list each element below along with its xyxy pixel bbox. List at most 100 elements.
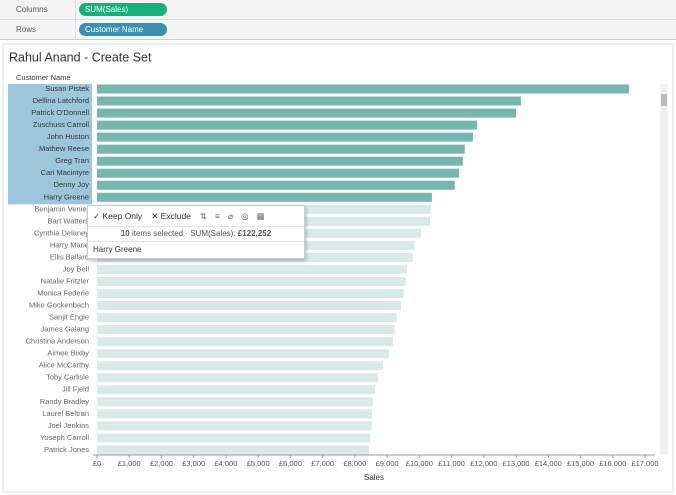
selected-text: items selected [131,229,184,238]
selection-highlight [8,84,92,205]
bar [97,349,390,359]
keep-only-text[interactable]: Keep Only [102,210,143,221]
selected-count: 10 [120,229,130,238]
x-tick-label: £9,000 [376,459,399,468]
y-tick-label: Susan Pistek [45,84,89,93]
y-tick-label: Aimee Bixby [47,349,89,358]
x-tick-label: £16,000 [599,459,626,468]
x-axis-title: Sales [364,473,384,482]
x-tick-label: £15,000 [567,459,594,468]
y-tick-label: Mike Gockenbach [29,301,89,310]
y-tick-label: Randy Bradley [40,397,89,406]
chart-title: Rahul Anand - Create Set [9,50,152,64]
exclude-text[interactable]: Exclude [160,210,191,221]
bar [97,264,408,274]
y-tick-label: Patrick O'Donnell [31,108,89,117]
x-tick-label: £5,000 [247,459,270,468]
bar [97,276,406,286]
bar [97,385,375,395]
sum-label: SUM(Sales): [190,229,236,238]
y-tick-label: Natalie Fritzler [41,276,90,285]
row-header: Customer Name [16,73,71,82]
y-tick-label: Harry Marie [50,240,89,249]
x-tick-label: £12,000 [470,459,497,468]
y-tick-label: Laurel Beltran [42,409,89,418]
y-tick-label: James Galang [41,325,89,334]
bar [97,120,478,130]
y-tick-label: Ellis Ballard [50,252,89,261]
tooltip-toolbar: ✓ Keep Only ✕ Exclude ⇅≡⌀◎▦ [88,206,304,227]
tooltip-summary: 10 items selected · SUM(Sales): £122,252 [88,227,304,242]
y-tick-label: Christina Anderson [26,337,89,346]
x-tick-label: £13,000 [502,459,529,468]
selection-tooltip: ✓ Keep Only ✕ Exclude ⇅≡⌀◎▦ 10 items sel… [87,205,305,259]
bar [97,144,465,154]
view-border [2,43,674,493]
rows-pill[interactable] [79,23,167,36]
bar [97,168,460,178]
scrollbar[interactable] [660,84,668,454]
y-tick-label: Benjamin Venier [34,204,89,213]
bar [97,156,463,166]
bar [97,433,371,443]
y-tick-label: Toby Carlisle [46,373,89,382]
y-tick-label: Joy Bell [63,264,90,273]
y-tick-label: Joel Jenkins [48,421,90,430]
bar [97,421,372,431]
rows-label: Rows [16,25,36,34]
y-tick-label: Monica Federle [37,288,89,297]
bar [97,108,517,118]
bar [97,132,473,142]
y-tick-label: Cari Macintyre [41,168,89,177]
toolbar-icons[interactable]: ⇅≡⌀◎▦ [199,210,273,221]
x-tick-label: £4,000 [214,459,237,468]
bar [97,337,393,347]
x-tick-label: £6,000 [279,459,302,468]
bar [97,373,379,383]
x-tick-label: £17,000 [631,459,658,468]
y-tick-label: Mathew Reese [39,144,89,153]
y-tick-label: Sanjit Engle [49,313,89,322]
scroll-thumb[interactable] [661,94,667,106]
bar [97,301,401,311]
y-tick-label: Denny Joy [54,180,90,189]
bar [97,361,383,371]
bar [97,84,629,94]
y-tick-label: Cynthia Delaney [34,228,89,237]
y-tick-label: Dellina Latchford [33,96,89,105]
bar [97,313,397,323]
y-tick-label: Alice McCarthy [39,361,90,370]
tooltip-item: Harry Greene [93,245,142,254]
y-tick-label: Yoseph Carroll [40,433,89,442]
rows-pill-text[interactable]: Customer Name [85,25,144,34]
y-tick-label: Greg Tran [55,156,89,165]
x-tick-label: £3,000 [182,459,205,468]
x-tick-label: £11,000 [438,459,465,468]
sum-value: £122,252 [237,229,272,238]
columns-pill[interactable] [79,3,167,16]
keep-only-button[interactable]: ✓ Keep Only [93,210,143,221]
bar [97,409,372,419]
y-tick-label: Jill Fjeld [62,385,89,394]
bar [97,397,373,407]
y-tick-label: John Huston [47,132,89,141]
y-tick-label: Harry Greene [44,192,89,201]
columns-label: Columns [16,5,48,14]
bar [97,325,395,335]
columns-pill-text[interactable]: SUM(Sales) [85,5,128,14]
x-tick-label: £10,000 [406,459,433,468]
x-tick-label: £7,000 [311,459,334,468]
bar [97,445,370,455]
x-tick-label: £8,000 [343,459,366,468]
y-tick-label: Zuschuss Carroll [33,120,90,129]
bar [97,192,432,202]
x-tick-label: £1,000 [118,459,141,468]
exclude-button[interactable]: ✕ Exclude [151,210,191,221]
x-tick-label: £14,000 [535,459,562,468]
bar [97,180,455,190]
x-tick-label: £2,000 [150,459,173,468]
y-tick-label: Bart Watters [48,216,90,225]
y-tick-label: Patrick Jones [44,445,89,454]
